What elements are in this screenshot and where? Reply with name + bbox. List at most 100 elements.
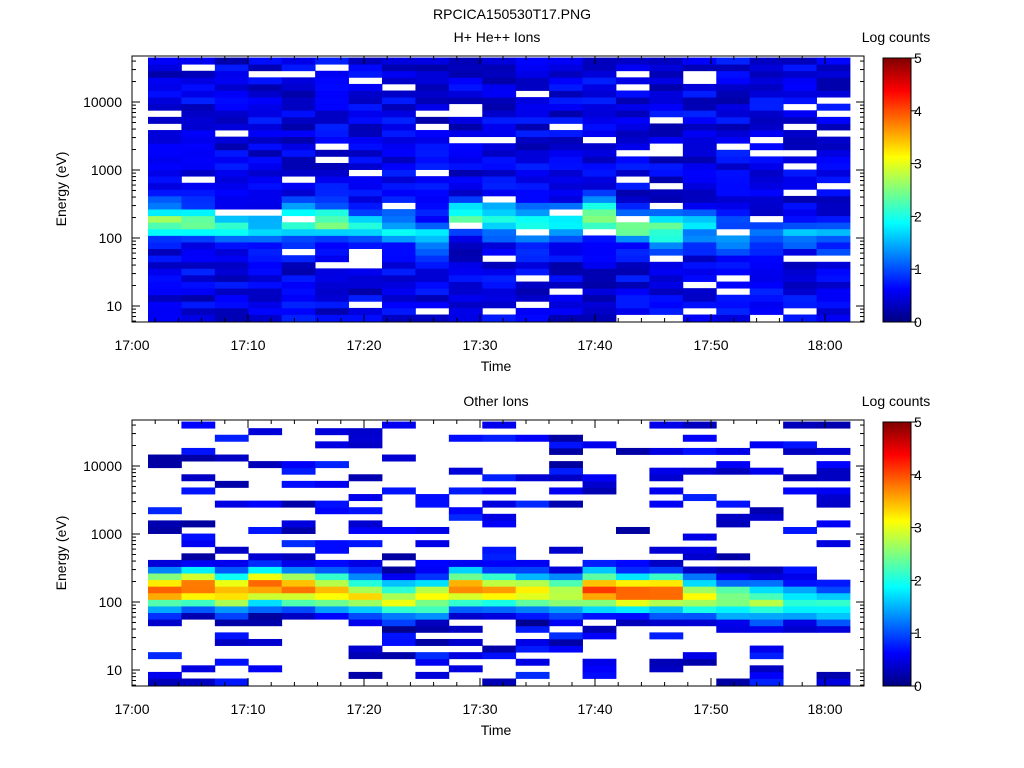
heatmap-cell bbox=[281, 123, 316, 131]
heatmap-cell bbox=[348, 189, 383, 197]
heatmap-cell bbox=[448, 559, 483, 567]
heatmap-cell bbox=[415, 57, 450, 65]
heatmap-cell bbox=[582, 195, 617, 203]
heatmap-cell bbox=[348, 434, 383, 442]
heatmap-cell bbox=[649, 612, 684, 620]
heatmap-cell bbox=[549, 248, 583, 256]
heatmap-cell bbox=[783, 281, 817, 289]
heatmap-cell bbox=[749, 97, 784, 105]
heatmap-cell bbox=[448, 77, 483, 85]
heatmap-cell bbox=[148, 242, 182, 250]
heatmap-cell bbox=[649, 103, 684, 111]
y-tick-label: 10000 bbox=[83, 458, 122, 474]
heatmap-cell bbox=[214, 261, 249, 269]
heatmap-cell bbox=[482, 202, 517, 210]
heatmap-cell bbox=[749, 248, 784, 256]
heatmap-cell bbox=[281, 195, 316, 203]
heatmap-cell bbox=[482, 176, 517, 184]
heatmap-cell bbox=[682, 447, 717, 455]
heatmap-cell bbox=[749, 162, 784, 170]
colorbar-tick-label: 2 bbox=[914, 208, 922, 224]
heatmap-cell bbox=[315, 77, 349, 85]
heatmap-cell bbox=[616, 57, 650, 65]
heatmap-cell bbox=[582, 162, 617, 170]
heatmap-cell bbox=[616, 123, 650, 131]
heatmap-cell bbox=[248, 222, 283, 230]
heatmap-cell bbox=[348, 307, 383, 315]
heatmap-cell bbox=[415, 638, 450, 646]
heatmap-cell bbox=[281, 553, 316, 561]
heatmap-cell bbox=[716, 195, 751, 203]
heatmap-cell bbox=[582, 149, 617, 157]
heatmap-cell bbox=[749, 467, 784, 475]
heatmap-cell bbox=[214, 281, 249, 289]
heatmap-cell bbox=[549, 281, 583, 289]
x-tick-label: 17:10 bbox=[230, 337, 265, 353]
heatmap-cell bbox=[616, 606, 650, 614]
heatmap-cell bbox=[382, 162, 416, 170]
heatmap-cell bbox=[716, 255, 751, 263]
heatmap-cell bbox=[749, 625, 784, 633]
heatmap-cell bbox=[716, 97, 751, 105]
heatmap-cell bbox=[482, 90, 517, 98]
heatmap-cell bbox=[382, 288, 416, 296]
heatmap-cell bbox=[214, 64, 249, 72]
heatmap-cell bbox=[382, 242, 416, 250]
heatmap-cell bbox=[348, 288, 383, 296]
heatmap-cell bbox=[616, 162, 650, 170]
heatmap-cell bbox=[582, 209, 617, 217]
heatmap-cell bbox=[448, 242, 483, 250]
heatmap-cell bbox=[482, 77, 517, 85]
heatmap-cell bbox=[382, 130, 416, 138]
heatmap-cell bbox=[281, 242, 316, 250]
heatmap-cell bbox=[582, 57, 617, 65]
heatmap-cell bbox=[348, 176, 383, 184]
heatmap-cell bbox=[281, 235, 316, 243]
x-axis-label: Time bbox=[481, 358, 512, 374]
heatmap-cell bbox=[482, 103, 517, 111]
heatmap-cell bbox=[248, 215, 283, 223]
heatmap-cell bbox=[281, 209, 316, 217]
heatmap-cell bbox=[716, 573, 751, 581]
heatmap-cell bbox=[682, 195, 717, 203]
heatmap-cell bbox=[382, 652, 416, 660]
heatmap-cell bbox=[448, 123, 483, 131]
heatmap-cell bbox=[783, 202, 817, 210]
heatmap-cell bbox=[582, 559, 617, 567]
colorbar-tick-label: 5 bbox=[914, 50, 922, 66]
heatmap-cell bbox=[248, 57, 283, 65]
heatmap-cell bbox=[482, 143, 517, 151]
heatmap-cell bbox=[816, 195, 851, 203]
plot-frame bbox=[131, 419, 865, 687]
heatmap-cell bbox=[315, 592, 349, 600]
heatmap-cell bbox=[148, 97, 182, 105]
heatmap-cell bbox=[214, 222, 249, 230]
heatmap-cell bbox=[382, 189, 416, 197]
heatmap-cell bbox=[649, 487, 684, 495]
heatmap-cell bbox=[181, 520, 216, 528]
heatmap-cell bbox=[248, 274, 283, 282]
heatmap-cell bbox=[482, 268, 517, 276]
heatmap-cell bbox=[582, 182, 617, 190]
heatmap-cell bbox=[549, 143, 583, 151]
heatmap-cell bbox=[348, 235, 383, 243]
heatmap-cell bbox=[214, 156, 249, 164]
heatmap-cell bbox=[148, 195, 182, 203]
heatmap-cell bbox=[716, 592, 751, 600]
heatmap-cell bbox=[148, 461, 182, 469]
heatmap-cell bbox=[549, 182, 583, 190]
heatmap-cell bbox=[148, 314, 182, 322]
heatmap-cell bbox=[248, 189, 283, 197]
heatmap-cell bbox=[749, 599, 784, 607]
heatmap-cell bbox=[515, 599, 550, 607]
y-tick-label: 1000 bbox=[91, 162, 122, 178]
heatmap-cell bbox=[482, 156, 517, 164]
heatmap-cell bbox=[248, 242, 283, 250]
heatmap-cell bbox=[816, 222, 851, 230]
heatmap-cell bbox=[382, 97, 416, 105]
heatmap-cell bbox=[649, 97, 684, 105]
heatmap-cell bbox=[148, 57, 182, 65]
heatmap-cell bbox=[315, 307, 349, 315]
heatmap-cell bbox=[348, 110, 383, 118]
heatmap-cell bbox=[649, 222, 684, 230]
